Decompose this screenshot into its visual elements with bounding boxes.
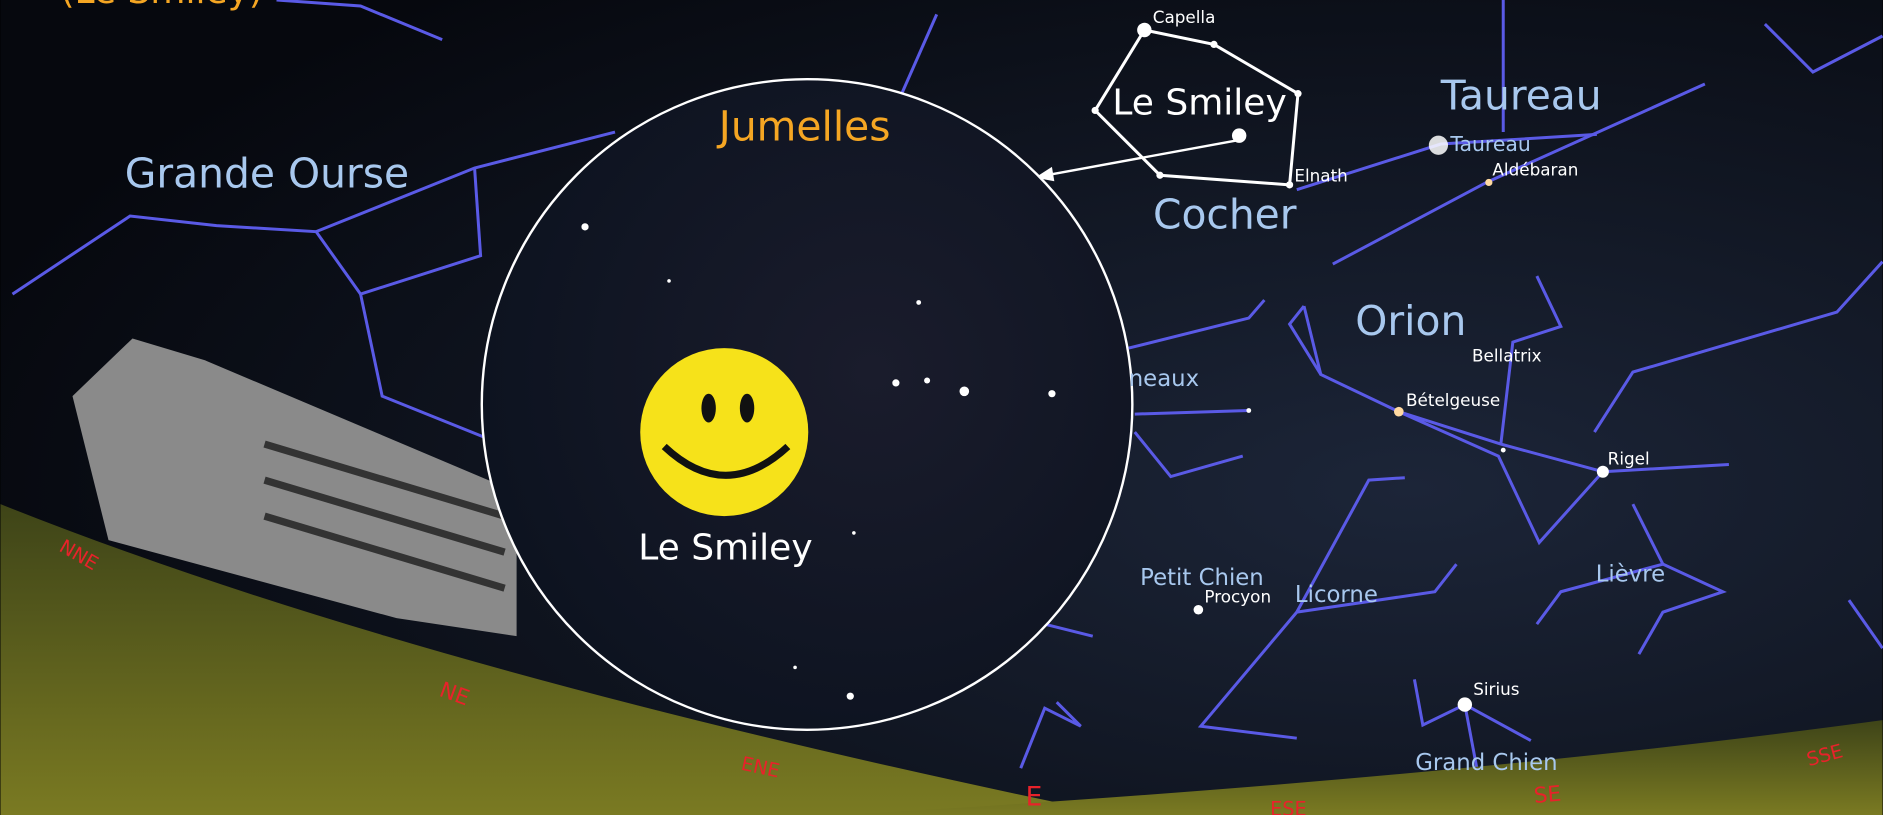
star-label: Sirius: [1473, 679, 1519, 699]
star-label: Rigel: [1608, 449, 1650, 469]
star-label: Bellatrix: [1472, 345, 1542, 365]
star-label: Capella: [1153, 7, 1216, 27]
compass-label: ESE: [1270, 798, 1306, 815]
constellation-label: neaux: [1129, 366, 1199, 392]
binocular-title: Jumelles: [716, 103, 891, 151]
compass-label: SE: [1533, 782, 1562, 809]
sky-view: (Le Smiley) Jumelles Le Smiley Le Smiley Gra…: [0, 0, 1883, 815]
pointer-label: Le Smiley: [1112, 82, 1286, 123]
constellation-label: Licorne: [1295, 582, 1378, 608]
compass-label: E: [1026, 782, 1043, 813]
star-label: Procyon: [1204, 587, 1271, 607]
constellation-label: Orion: [1355, 297, 1466, 345]
constellation-label: Grande Ourse: [125, 149, 409, 197]
constellation-label: Taureau: [1440, 71, 1602, 119]
binocular-target: Le Smiley: [638, 528, 812, 569]
caption: (Le Smiley): [60, 0, 262, 12]
smiley: [640, 348, 808, 516]
binocular-view: [482, 79, 1133, 730]
star-label: Bételgeuse: [1406, 390, 1500, 410]
star-label: Aldébaran: [1492, 159, 1578, 179]
constellation-label: Cocher: [1153, 190, 1297, 238]
star-label: Taureau: [1449, 132, 1530, 156]
constellation-label: Lièvre: [1596, 561, 1665, 587]
constellation-label: Grand Chien: [1415, 750, 1557, 776]
target-marker: [1232, 128, 1246, 142]
star-label: Elnath: [1294, 165, 1347, 185]
